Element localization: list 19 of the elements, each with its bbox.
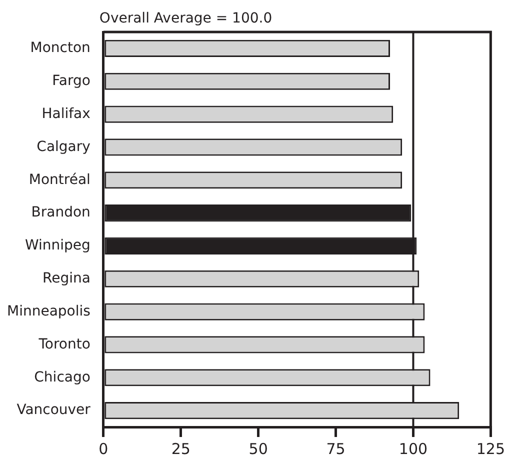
y-tick-label: Calgary — [36, 138, 90, 155]
y-tick-label: Vancouver — [16, 402, 91, 418]
ref-line-label: Overall Average = 100.0 — [99, 10, 272, 27]
y-tick-label: Regina — [42, 270, 90, 287]
y-tick-label: Chicago — [34, 369, 90, 386]
x-tick-label: 25 — [171, 440, 190, 458]
x-tick-label: 50 — [248, 440, 268, 458]
x-tick-label: 0 — [98, 440, 108, 458]
y-tick-label: Toronto — [38, 336, 90, 352]
x-tick-label: 75 — [326, 440, 346, 458]
y-tick-label: Minneapolis — [6, 303, 90, 320]
y-tick-label: Halifax — [42, 106, 90, 122]
y-tick-label: Fargo — [52, 73, 90, 90]
y-tick-label: Montréal — [28, 172, 90, 188]
x-tick-label: 125 — [476, 440, 506, 458]
y-tick-label: Moncton — [30, 40, 90, 56]
y-tick-label: Winnipeg — [24, 238, 90, 254]
x-tick-label: 100 — [398, 440, 428, 458]
y-tick-label: Brandon — [31, 204, 90, 221]
